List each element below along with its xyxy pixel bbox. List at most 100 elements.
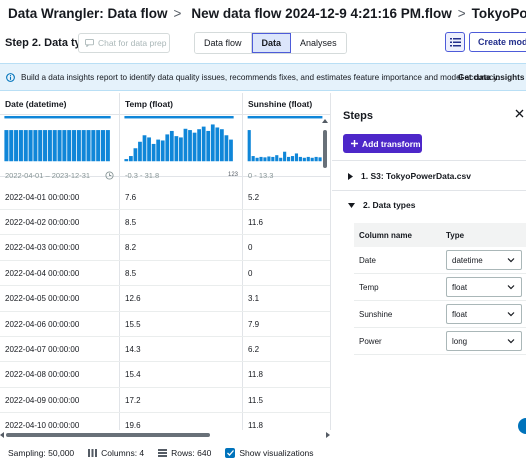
histogram-bar[interactable] (38, 130, 43, 162)
column-header[interactable]: Date (datetime) (0, 93, 119, 115)
show-visualizations-toggle[interactable]: Show visualizations (225, 448, 314, 458)
histogram-bar[interactable] (290, 156, 295, 162)
scroll-right-icon[interactable] (325, 432, 330, 438)
flow-name[interactable]: New data flow 2024-12-9 4:21:16 PM.flow (191, 5, 452, 21)
histogram-bar[interactable] (9, 130, 14, 162)
histogram-bar[interactable] (81, 130, 86, 162)
step-item-data-types[interactable]: 2. Data types (348, 200, 415, 210)
histogram-bar[interactable] (100, 130, 106, 162)
histogram-bar[interactable] (72, 130, 77, 162)
histogram-bar[interactable] (271, 156, 275, 162)
histogram-bar[interactable] (165, 134, 170, 162)
histogram-selection-bar (124, 115, 234, 119)
histogram-bar[interactable] (251, 156, 255, 162)
help-button[interactable] (518, 418, 526, 434)
histogram-bar[interactable] (210, 124, 215, 162)
histogram-bar[interactable] (23, 130, 28, 162)
histogram-bar[interactable] (183, 128, 188, 162)
histogram-bar[interactable] (279, 157, 283, 162)
histogram-bar[interactable] (105, 130, 110, 162)
show-visualizations-checkbox[interactable] (225, 448, 236, 458)
histogram-bar[interactable] (147, 137, 151, 162)
chat-for-data-prep-button[interactable]: Chat for data prep (78, 33, 170, 53)
close-icon[interactable] (515, 109, 524, 118)
scroll-left-icon[interactable] (0, 432, 5, 438)
histogram-bar[interactable] (33, 130, 38, 162)
histogram-bar[interactable] (91, 130, 96, 162)
histogram-bar[interactable] (306, 156, 310, 162)
histogram-bar[interactable] (138, 141, 142, 162)
histogram-bar[interactable] (151, 143, 156, 162)
histogram-bar[interactable] (287, 156, 291, 162)
tab-data[interactable]: Data (251, 33, 292, 53)
histogram-bar[interactable] (302, 157, 306, 162)
create-model-button[interactable]: Create model (469, 32, 526, 52)
type-select[interactable]: float (446, 277, 522, 297)
histogram-bar[interactable] (275, 155, 279, 162)
histogram-bar[interactable] (67, 130, 72, 162)
histogram-bar[interactable] (314, 156, 318, 162)
histogram-bar[interactable] (215, 127, 220, 162)
histogram-bar[interactable] (255, 157, 259, 162)
scrollbar-thumb[interactable] (323, 130, 327, 168)
histogram-bar[interactable] (28, 130, 33, 162)
histogram-bar[interactable] (156, 139, 161, 162)
column-header[interactable]: Sunshine (float) (243, 93, 330, 115)
histogram-bar[interactable] (197, 129, 202, 162)
type-select[interactable]: float (446, 304, 522, 324)
histogram-bar[interactable] (52, 130, 57, 162)
histogram-bar[interactable] (294, 153, 299, 162)
histogram[interactable] (120, 115, 242, 177)
column-header[interactable]: Temp (float) (120, 93, 242, 115)
histogram-bar[interactable] (128, 156, 133, 162)
histogram-bar[interactable] (18, 130, 23, 162)
histogram-bar[interactable] (310, 157, 314, 162)
histogram-bar[interactable] (86, 130, 91, 162)
histogram-bar[interactable] (259, 156, 263, 162)
histogram[interactable] (0, 115, 119, 177)
scrollbar-thumb[interactable] (6, 433, 210, 437)
scroll-up-icon[interactable] (322, 118, 328, 124)
add-transform-button[interactable]: Add transform (343, 134, 422, 153)
tab-analyses[interactable]: Analyses (291, 33, 346, 53)
type-select[interactable]: long (446, 331, 522, 351)
histogram-bar[interactable] (43, 130, 48, 162)
histogram-bar[interactable] (318, 157, 322, 162)
histogram-bar[interactable] (224, 135, 229, 162)
histogram-bar[interactable] (57, 130, 62, 162)
step-item-s3[interactable]: 1. S3: TokyoPowerData.csv (348, 171, 471, 181)
histogram-bar[interactable] (219, 129, 224, 162)
histogram-bar[interactable] (179, 137, 183, 162)
table-cell: 6.2 (243, 337, 330, 363)
histogram-bar[interactable] (133, 148, 138, 162)
histogram-bar[interactable] (283, 151, 287, 162)
histogram-bar[interactable] (192, 132, 197, 162)
vertical-scrollbar[interactable] (322, 118, 328, 438)
histogram-bar[interactable] (14, 130, 19, 162)
histogram[interactable] (243, 115, 331, 177)
histogram-bar[interactable] (267, 156, 271, 162)
list-icon (449, 37, 461, 46)
histogram-bar[interactable] (124, 159, 129, 162)
histogram-bar[interactable] (174, 136, 179, 162)
histogram-bar[interactable] (169, 130, 174, 162)
histogram-bar[interactable] (298, 156, 302, 162)
histogram-bar[interactable] (247, 130, 251, 162)
histogram-bar[interactable] (4, 130, 9, 162)
histogram-bar[interactable] (76, 130, 81, 162)
histogram-bar[interactable] (229, 139, 233, 162)
histogram-bar[interactable] (47, 130, 52, 162)
histogram-bar[interactable] (142, 135, 147, 162)
histogram-bar[interactable] (160, 140, 165, 162)
histogram-bar[interactable] (263, 157, 267, 162)
get-data-insights-link[interactable]: Get data insights (458, 72, 525, 82)
histogram-bar[interactable] (188, 130, 192, 162)
histogram-bar[interactable] (96, 130, 101, 162)
horizontal-scrollbar[interactable] (0, 432, 331, 438)
tab-data-flow[interactable]: Data flow (195, 33, 252, 53)
histogram-bar[interactable] (201, 126, 206, 162)
histogram-bar[interactable] (206, 130, 211, 162)
type-select[interactable]: datetime (446, 250, 522, 270)
steps-panel-toggle-button[interactable] (445, 32, 465, 52)
histogram-bar[interactable] (62, 130, 67, 162)
